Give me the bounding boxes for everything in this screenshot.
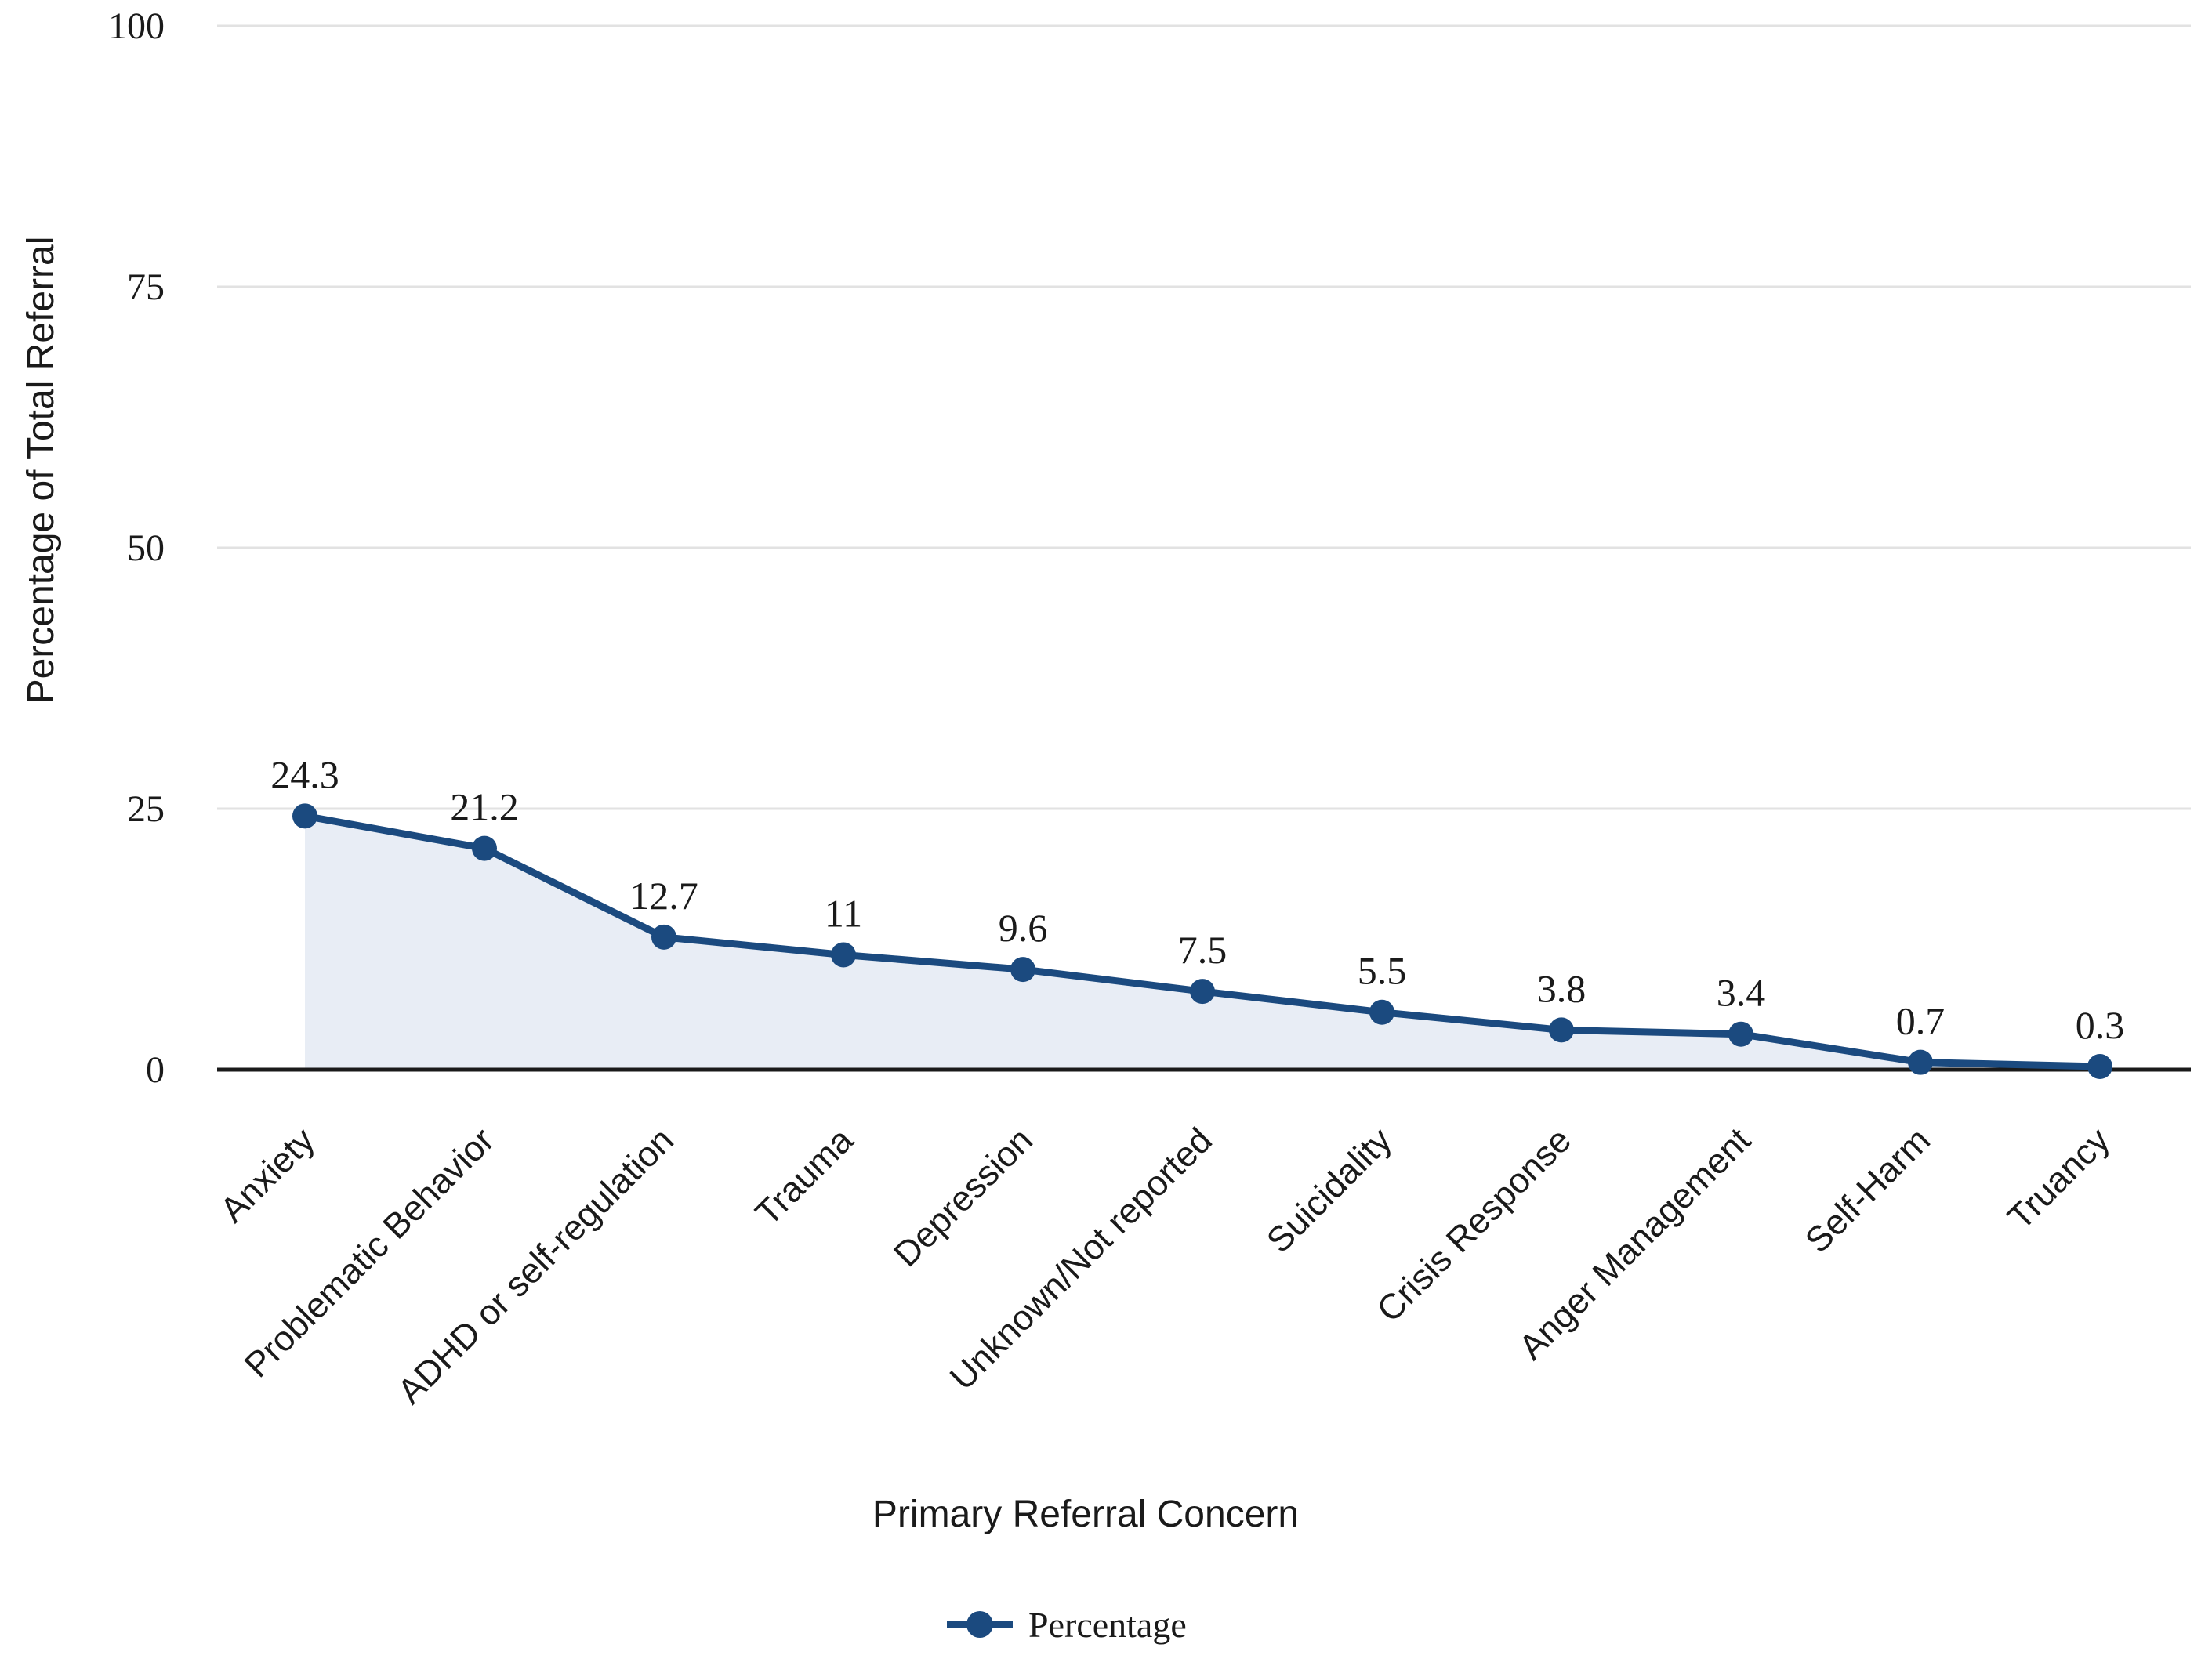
legend-marker-dot (966, 1611, 993, 1638)
data-label: 3.4 (1717, 971, 1766, 1015)
x-axis-title: Primary Referral Concern (872, 1494, 1299, 1535)
y-tick-label: 25 (127, 788, 165, 830)
x-tick-label: Depression (886, 1120, 1040, 1274)
data-point (1010, 957, 1035, 983)
data-label: 11 (825, 891, 862, 935)
y-tick-labels: 100 75 50 25 0 (108, 5, 165, 1091)
gridlines (217, 24, 2191, 810)
data-point (472, 835, 497, 861)
x-tick-label: Anxiety (212, 1120, 323, 1230)
data-labels: 24.3 21.2 12.7 11 9.6 7.5 5.5 3.8 3.4 0.7 0.3 (270, 752, 2124, 1047)
data-point (651, 924, 676, 950)
x-tick-label: Self-Harm (1797, 1120, 1938, 1260)
data-point (1549, 1017, 1574, 1043)
data-label: 0.3 (2076, 1003, 2125, 1047)
data-label: 3.8 (1537, 966, 1586, 1010)
data-point-markers (292, 803, 2112, 1080)
y-axis-title: Percentage of Total Referral (20, 237, 62, 704)
x-tick-label: Suicidality (1259, 1120, 1400, 1261)
data-point (831, 942, 856, 968)
area-fill (305, 816, 2100, 1070)
data-label: 12.7 (629, 874, 698, 918)
data-point (1728, 1021, 1753, 1047)
legend: Percentage (947, 1605, 1187, 1645)
data-point (1190, 979, 1215, 1005)
data-point (292, 803, 317, 829)
legend-label: Percentage (1028, 1605, 1187, 1645)
y-tick-label: 50 (127, 527, 165, 569)
y-tick-label: 100 (108, 5, 165, 47)
data-label: 7.5 (1178, 928, 1227, 972)
data-point (1908, 1049, 1933, 1075)
data-label: 0.7 (1896, 999, 1945, 1043)
y-tick-label: 75 (127, 266, 165, 308)
data-label: 9.6 (999, 906, 1048, 950)
data-point (2087, 1054, 2112, 1080)
x-tick-label: Truancy (2000, 1120, 2117, 1237)
data-label: 24.3 (270, 752, 339, 796)
data-label: 5.5 (1358, 949, 1407, 993)
y-tick-label: 0 (146, 1049, 165, 1091)
data-label: 21.2 (450, 785, 519, 829)
x-tick-label: Trauma (748, 1119, 861, 1233)
x-tick-label: Crisis Response (1369, 1120, 1579, 1330)
data-point (1369, 999, 1394, 1025)
